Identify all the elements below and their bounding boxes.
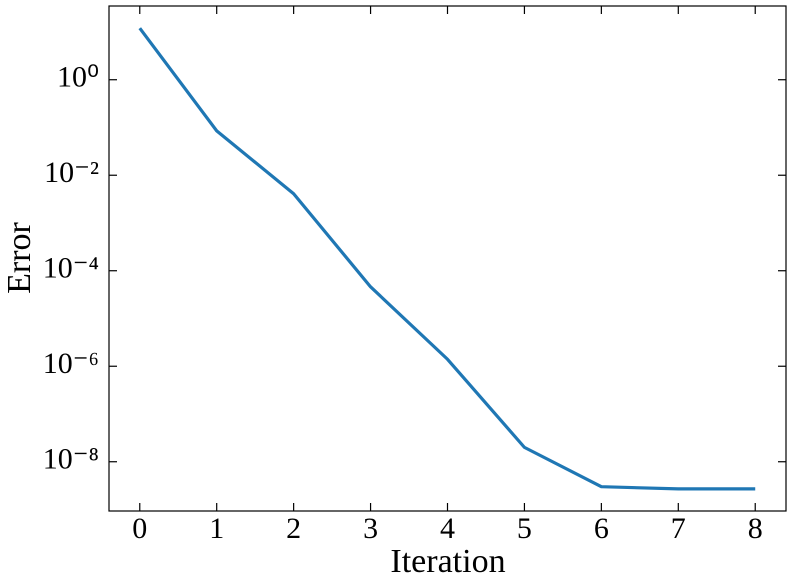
data-line	[138, 27, 756, 491]
x-tick-label: 8	[748, 512, 763, 545]
y-axis-label: Error	[1, 221, 38, 293]
x-tick-label: 0	[132, 512, 147, 545]
x-tick-label: 4	[440, 512, 455, 545]
y-tick-label: 10⁻⁶	[43, 347, 99, 380]
x-tick-label: 7	[671, 512, 686, 545]
x-tick-label: 3	[363, 512, 378, 545]
x-tick-label: 2	[286, 512, 301, 545]
plot-frame	[108, 5, 787, 512]
x-tick-label: 5	[517, 512, 532, 545]
x-tick-label: 6	[594, 512, 609, 545]
x-tick-label: 1	[209, 512, 224, 545]
y-tick-label: 10⁻⁴	[43, 252, 99, 285]
y-tick-label: 10⁰	[57, 61, 99, 94]
x-axis-label: Iteration	[390, 543, 505, 580]
y-tick-label: 10⁻²	[44, 156, 99, 189]
y-tick-label: 10⁻⁸	[43, 443, 99, 476]
